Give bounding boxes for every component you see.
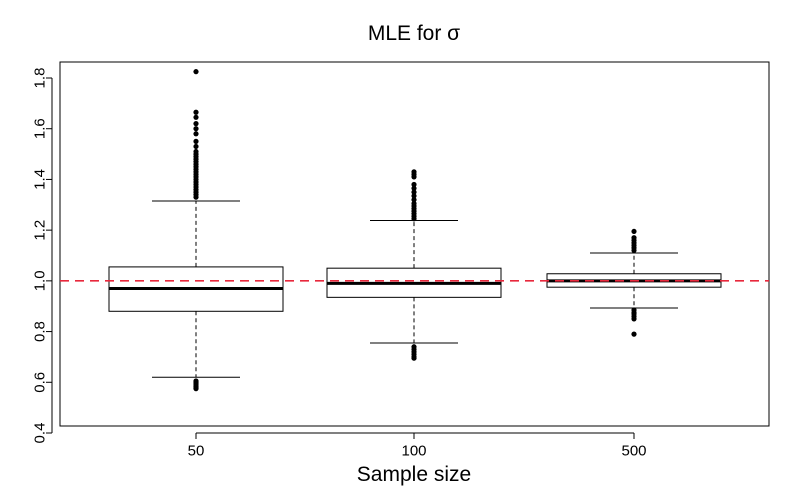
x-axis-label: Sample size	[357, 463, 471, 486]
outlier-point	[193, 121, 199, 127]
outlier-point	[631, 235, 637, 241]
outlier-point	[193, 114, 199, 120]
outlier-point	[411, 200, 417, 207]
y-tick-label: 1.2	[32, 220, 49, 241]
outlier-point	[631, 307, 637, 313]
box-group-50	[108, 69, 284, 392]
outlier-point	[193, 126, 199, 132]
outlier-point	[193, 109, 199, 115]
chart-title: MLE for σ	[368, 22, 460, 45]
outlier-point	[193, 69, 199, 75]
outlier-point	[193, 131, 199, 137]
outlier-point	[411, 197, 417, 203]
outlier-point	[631, 228, 637, 235]
box-group-500	[546, 228, 722, 337]
x-tick-label: 50	[188, 443, 205, 460]
plot-frame	[59, 61, 770, 427]
y-tick-label: 0.6	[32, 372, 49, 393]
outlier-point	[411, 344, 417, 350]
x-tick-label: 100	[401, 443, 426, 460]
outlier-point	[193, 378, 199, 384]
outlier-point	[193, 138, 199, 144]
box-group-100	[326, 169, 502, 361]
outlier-point	[411, 169, 417, 175]
y-tick-label: 1.0	[32, 270, 49, 291]
outlier-point	[411, 185, 417, 191]
chart-marks: 0.4 0.6 0.8 1.0 1.2 1.4 1.6 1.8 50 100 500	[32, 68, 769, 460]
outlier-point	[411, 193, 417, 199]
y-tick-label: 0.8	[32, 321, 49, 342]
outlier-point	[631, 331, 637, 337]
outlier-point	[411, 189, 417, 195]
x-tick-label: 500	[621, 443, 646, 460]
y-tick-label: 1.6	[32, 118, 49, 139]
outlier-point	[193, 148, 199, 155]
outlier-point	[193, 143, 199, 150]
y-tick-label: 0.4	[32, 423, 49, 444]
y-tick-label: 1.8	[32, 68, 49, 89]
y-tick-label: 1.4	[32, 169, 49, 190]
outlier-point	[411, 181, 417, 188]
